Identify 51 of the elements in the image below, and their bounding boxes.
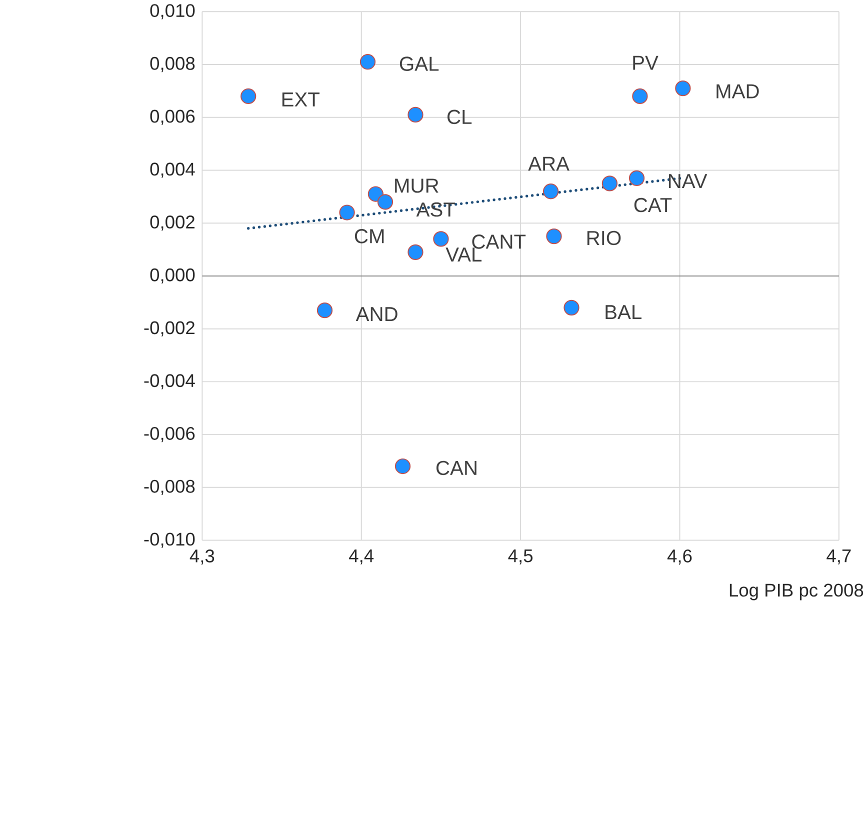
x-axis-title: Log PIB pc 2008 (730, 583, 864, 600)
y-tick-label: 0,006 (150, 110, 195, 125)
point (546, 228, 562, 244)
annotation: EXT (282, 92, 320, 106)
annotation: AND (356, 306, 398, 321)
point (339, 204, 355, 220)
point (564, 300, 580, 316)
y-tick-label: -0,006 (144, 426, 195, 442)
point (240, 88, 256, 104)
y-tick-label: -0,008 (144, 480, 195, 495)
x-tick-label: 4,7 (826, 549, 851, 564)
annotation: MAD (716, 84, 759, 98)
annotation: CANT (472, 234, 526, 249)
point (394, 458, 411, 474)
point (632, 88, 648, 104)
annotation: CM (354, 228, 384, 244)
annotation: RIO (587, 230, 621, 245)
annotation: CL (448, 110, 472, 124)
y-tick-label: 0,010 (150, 4, 195, 19)
point (408, 106, 424, 122)
point (433, 230, 449, 247)
annotation: BAL (606, 304, 642, 319)
y-tick-label: -0,010 (144, 532, 195, 548)
x-tick-label: 4,4 (349, 549, 374, 564)
point (675, 80, 691, 96)
annotation: MUR (395, 178, 438, 193)
y-tick-label: 0,008 (150, 56, 195, 72)
y-tick-label: 0,004 (150, 162, 195, 178)
annotation: PV (633, 56, 658, 70)
x-tick-label: 4,5 (508, 549, 533, 564)
annotation: CAN (436, 460, 476, 475)
point (408, 244, 424, 260)
x-tick-label: 4,3 (190, 549, 214, 564)
annotation: NAV (668, 174, 708, 188)
x-tick-label: 4,6 (667, 549, 692, 564)
point (360, 54, 376, 70)
y-tick-label: 0,002 (150, 215, 194, 230)
point (316, 302, 333, 318)
annotation: CAT (634, 198, 672, 212)
point (542, 183, 559, 199)
annotation: VAL (446, 247, 482, 262)
annotation: GAL (400, 56, 439, 71)
y-tick-label: -0,002 (144, 321, 194, 336)
y-tick-label: 0,000 (150, 268, 195, 284)
point (368, 186, 384, 202)
y-tick-label: -0,004 (144, 374, 195, 390)
point (602, 175, 618, 192)
annotation: AST (416, 202, 456, 216)
annotation: ARA (528, 156, 570, 170)
point (628, 170, 645, 186)
point (377, 194, 394, 210)
